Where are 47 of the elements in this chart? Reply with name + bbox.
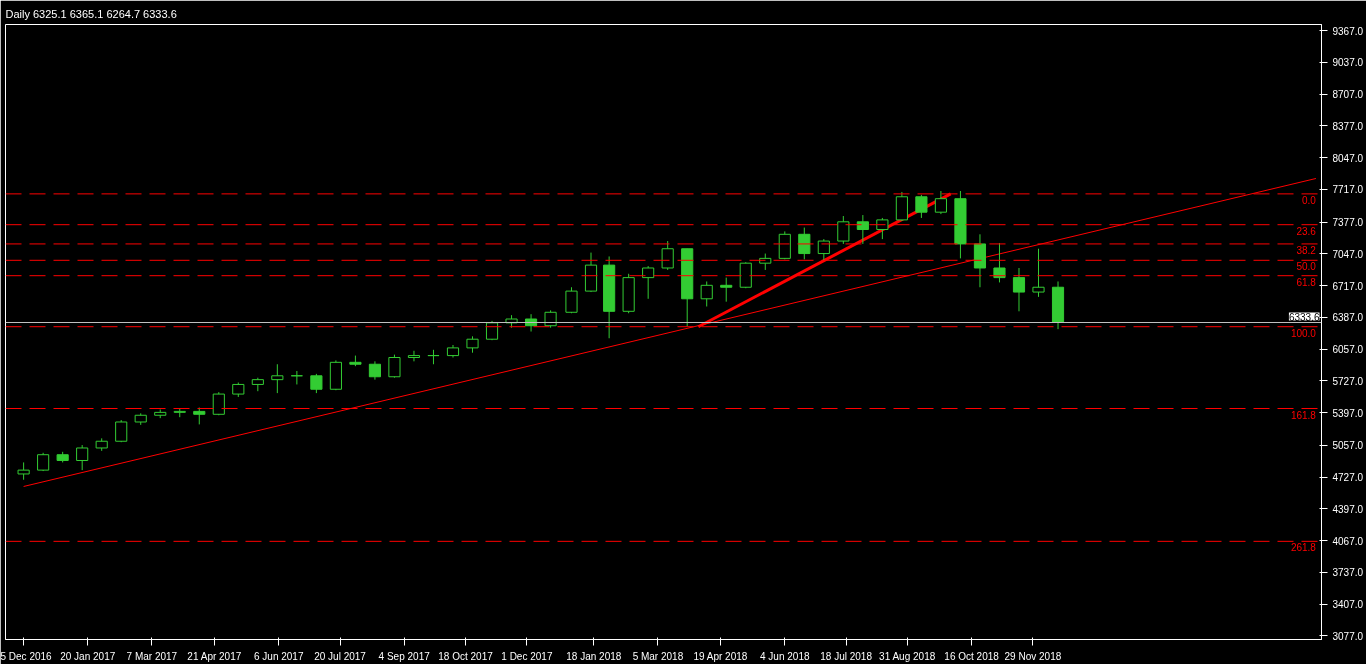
x-tick-label: 1 Dec 2017 — [501, 650, 553, 662]
y-tick-label: 8047.0 — [1332, 152, 1364, 164]
x-tick-label: 18 Jan 2018 — [566, 650, 622, 662]
annotation: 261.8 — [1290, 542, 1317, 554]
y-tick-label: 6057.0 — [1332, 344, 1364, 356]
x-tick-label: 5 Mar 2018 — [632, 650, 684, 662]
x-tick-label: 20 Jan 2017 — [60, 650, 116, 662]
x-tick-label: 18 Jul 2018 — [820, 650, 873, 662]
x-tick-label: 21 Apr 2017 — [187, 650, 242, 662]
chart-title: Daily 6325.1 6365.1 6264.7 6333.6 — [5, 7, 177, 20]
y-tick-label: 3407.0 — [1332, 599, 1364, 611]
y-tick-label: 5057.0 — [1332, 440, 1364, 452]
ref-line-label: 6333.6 — [1288, 311, 1320, 323]
x-tick-label: 5 Dec 2016 — [0, 650, 53, 662]
x-tick-label: 31 Aug 2018 — [879, 650, 936, 662]
x-tick-label: 29 Nov 2018 — [1004, 650, 1062, 662]
x-tick-label: 19 Apr 2018 — [693, 650, 748, 662]
y-tick-label: 7717.0 — [1332, 184, 1364, 196]
x-tick-label: 7 Mar 2017 — [126, 650, 178, 662]
y-tick-label: 7047.0 — [1332, 248, 1364, 260]
y-tick-label: 8377.0 — [1332, 120, 1364, 132]
y-tick-label: 3077.0 — [1332, 630, 1364, 642]
y-tick-label: 7377.0 — [1332, 217, 1364, 229]
y-tick-label: 4727.0 — [1332, 472, 1364, 484]
x-tick-label: 4 Jun 2018 — [760, 650, 810, 662]
y-tick-label: 4397.0 — [1332, 503, 1364, 515]
x-tick-label: 4 Sep 2017 — [378, 650, 431, 662]
y-tick-label: 3737.0 — [1332, 567, 1364, 579]
annotation: 38.2 — [1296, 244, 1317, 256]
annotation: 61.8 — [1296, 276, 1317, 288]
y-tick-label: 4067.0 — [1332, 535, 1364, 547]
y-tick-label: 8707.0 — [1332, 89, 1364, 101]
y-tick-label: 9367.0 — [1332, 25, 1364, 37]
annotation: 100.0 — [1290, 327, 1317, 339]
y-tick-label: 5397.0 — [1332, 407, 1364, 419]
y-tick-label: 5727.0 — [1332, 375, 1364, 387]
x-tick-label: 6 Jun 2017 — [253, 650, 304, 662]
annotation: 23.6 — [1296, 225, 1317, 237]
annotation: 50.0 — [1296, 261, 1317, 273]
y-tick-label: 9037.0 — [1332, 57, 1364, 69]
annotation: 0.0 — [1302, 194, 1317, 206]
annotation: 161.8 — [1290, 409, 1317, 421]
x-tick-label: 20 Jul 2017 — [314, 650, 367, 662]
y-tick-label: 6387.0 — [1332, 312, 1364, 324]
x-tick-label: 18 Oct 2017 — [438, 650, 494, 662]
x-tick-label: 16 Oct 2018 — [944, 650, 1000, 662]
y-tick-label: 6717.0 — [1332, 280, 1364, 292]
